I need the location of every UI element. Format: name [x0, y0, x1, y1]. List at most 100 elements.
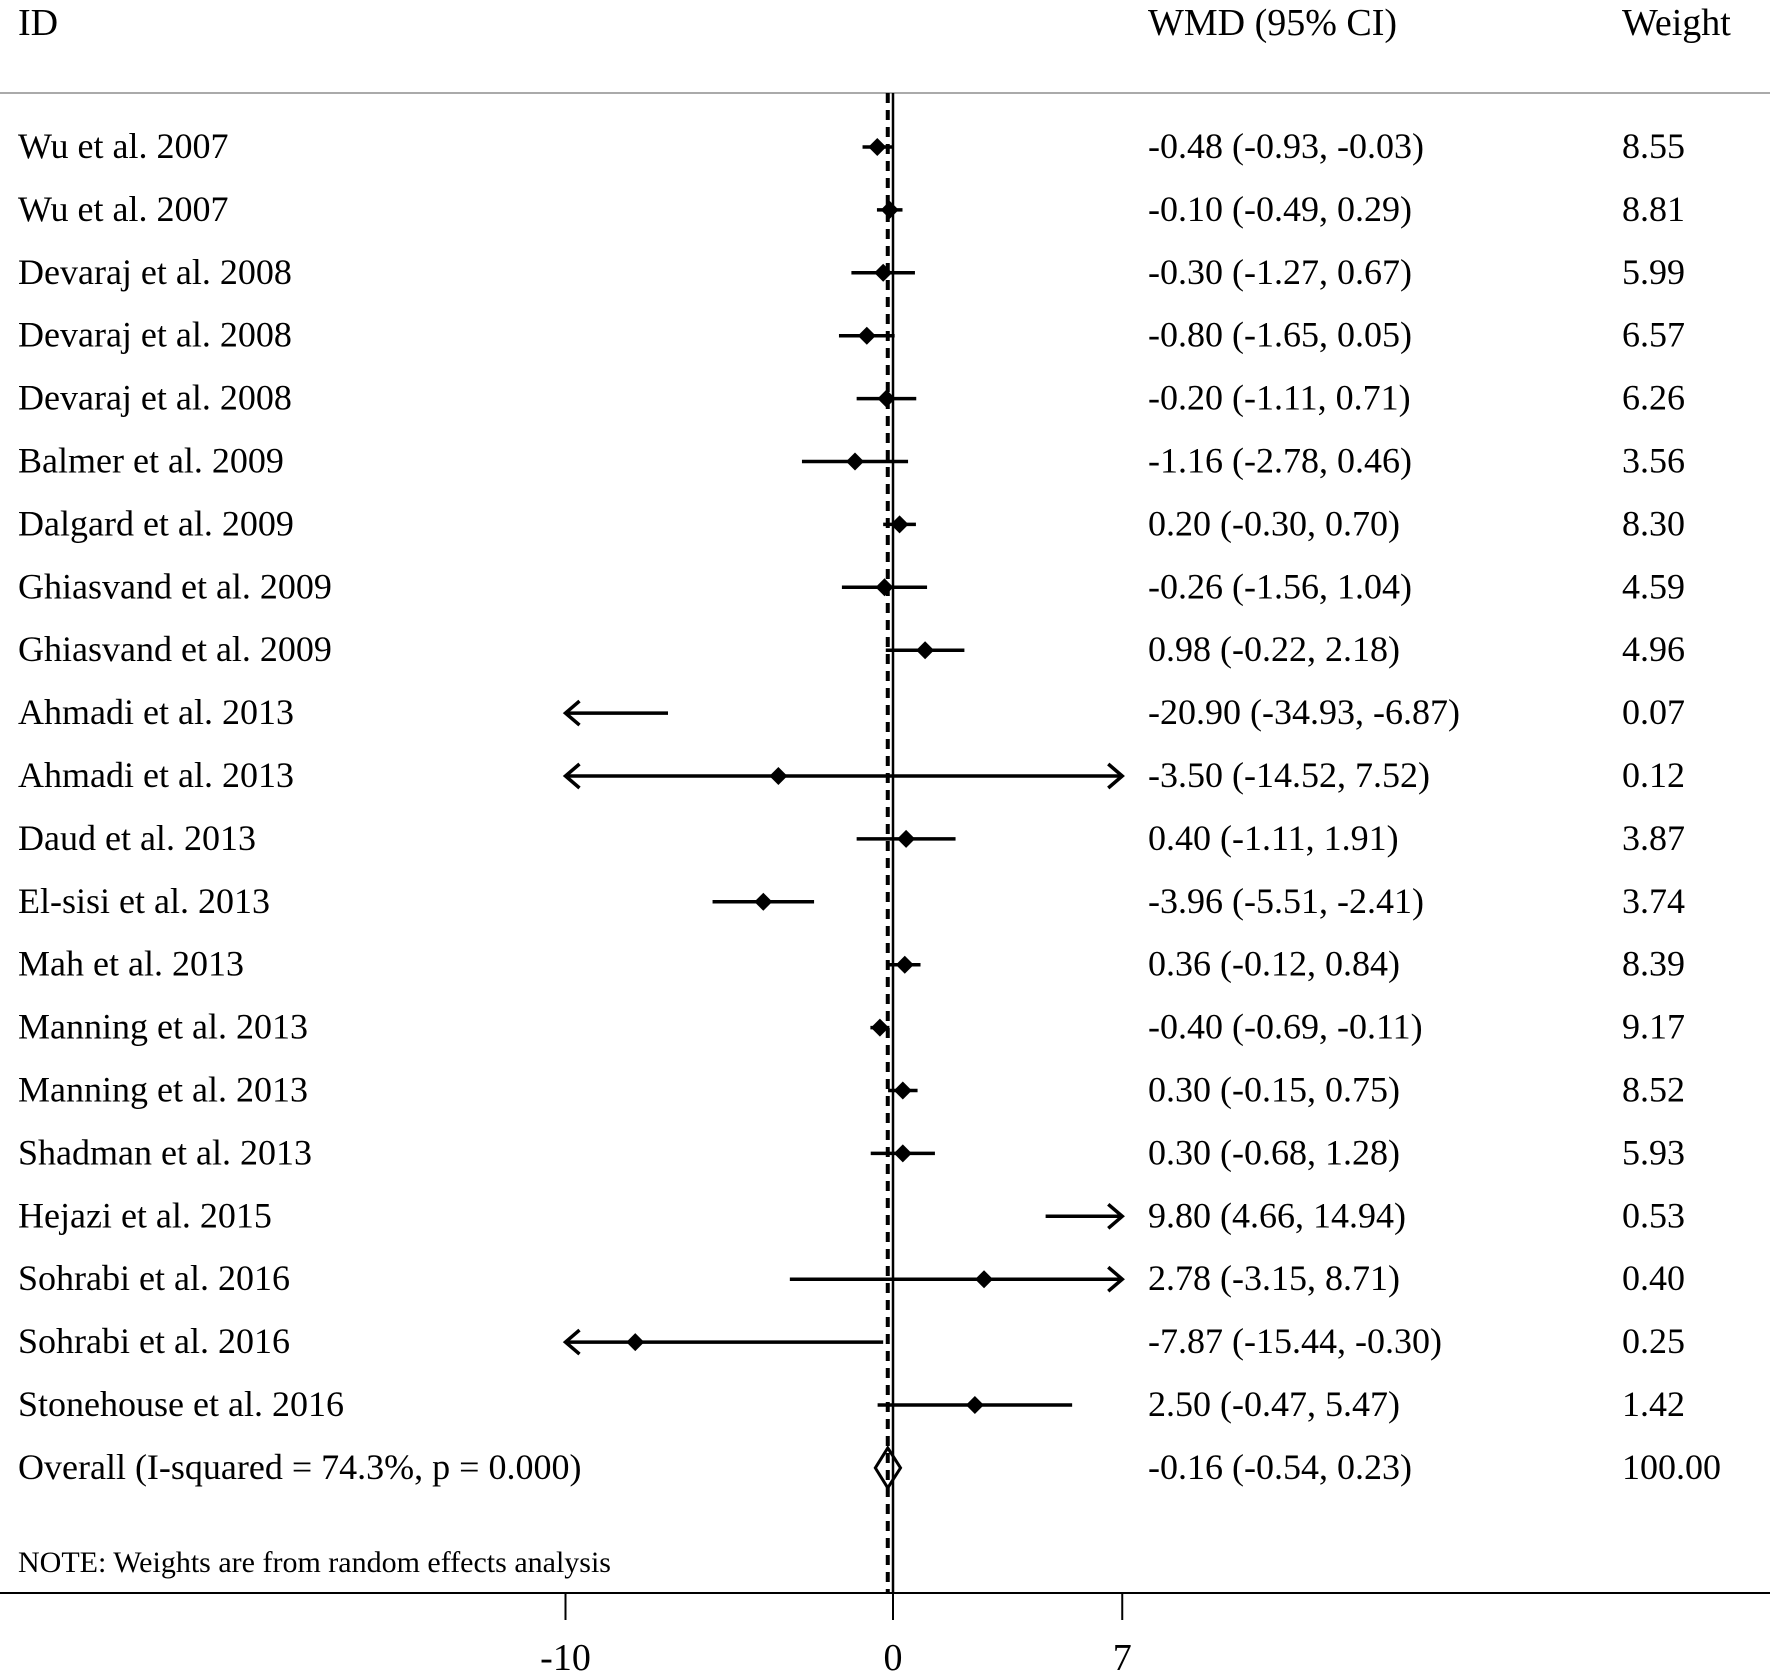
x-axis: -10 0 7	[540, 1593, 1132, 1679]
study-label: Ghiasvand et al. 2009	[18, 629, 332, 669]
study-ci-text: -0.26 (-1.56, 1.04)	[1148, 566, 1412, 606]
study-label: Dalgard et al. 2009	[18, 503, 294, 543]
study-label: Shadman et al. 2013	[18, 1132, 312, 1172]
ci-arrowhead	[1107, 762, 1125, 790]
study-weight: 5.99	[1622, 252, 1685, 292]
study-weight: 0.25	[1622, 1321, 1685, 1361]
study-ci-text: -3.50 (-14.52, 7.52)	[1148, 755, 1430, 795]
study-label: Daud et al. 2013	[18, 818, 256, 858]
study-ci-text: -0.10 (-0.49, 0.29)	[1148, 189, 1412, 229]
study-label: Ghiasvand et al. 2009	[18, 566, 332, 606]
study-ci-text: -1.16 (-2.78, 0.46)	[1148, 441, 1412, 481]
study-ci-text: 0.20 (-0.30, 0.70)	[1148, 503, 1400, 543]
point-estimate	[895, 955, 914, 974]
point-estimate	[916, 641, 935, 660]
study-weight: 0.12	[1622, 755, 1685, 795]
study-ci-text: 0.30 (-0.15, 0.75)	[1148, 1070, 1400, 1110]
study-label: Wu et al. 2007	[18, 126, 229, 166]
study-label: Ahmadi et al. 2013	[18, 755, 294, 795]
study-ci-text: -0.40 (-0.69, -0.11)	[1148, 1007, 1423, 1047]
ci-arrowhead	[562, 1328, 581, 1356]
x-tick-label: 0	[884, 1637, 903, 1679]
header-id: ID	[18, 2, 58, 44]
study-weight: 8.52	[1622, 1070, 1685, 1110]
point-estimate	[754, 892, 773, 911]
point-estimate	[965, 1396, 984, 1414]
study-weight: 5.93	[1622, 1132, 1685, 1172]
study-ci-text: 2.78 (-3.15, 8.71)	[1148, 1258, 1400, 1298]
point-estimate	[893, 1144, 912, 1163]
study-weight: 8.39	[1622, 944, 1685, 984]
point-estimate	[870, 1018, 889, 1037]
point-estimate	[857, 326, 876, 345]
study-label: Devaraj et al. 2008	[18, 315, 292, 355]
study-ci-text: 0.40 (-1.11, 1.91)	[1148, 818, 1399, 858]
study-rows: Wu et al. 2007 -0.48 (-0.93, -0.03) 8.55 Wu…	[18, 126, 1721, 1487]
study-label: Devaraj et al. 2008	[18, 252, 292, 292]
overall-ci-text: -0.16 (-0.54, 0.23)	[1148, 1447, 1412, 1487]
study-label: Sohrabi et al. 2016	[18, 1258, 290, 1298]
x-tick-label: -10	[540, 1637, 591, 1679]
study-label: Mah et al. 2013	[18, 944, 244, 984]
study-label: Wu et al. 2007	[18, 189, 229, 229]
study-label: Hejazi et al. 2015	[18, 1195, 272, 1235]
study-ci-text: 0.36 (-0.12, 0.84)	[1148, 944, 1400, 984]
study-weight: 0.07	[1622, 692, 1685, 732]
x-tick-label: 7	[1113, 1637, 1132, 1679]
study-weight: 0.53	[1622, 1195, 1685, 1235]
study-label: Devaraj et al. 2008	[18, 378, 292, 418]
study-weight: 6.57	[1622, 315, 1685, 355]
point-estimate	[877, 389, 896, 408]
study-label: El-sisi et al. 2013	[18, 881, 270, 921]
overall-label: Overall (I-squared = 74.3%, p = 0.000)	[18, 1447, 581, 1487]
header-weight: Weight	[1622, 2, 1731, 44]
study-weight: 0.40	[1622, 1258, 1685, 1298]
point-estimate	[975, 1270, 994, 1289]
study-label: Balmer et al. 2009	[18, 441, 284, 481]
study-ci-text: -0.80 (-1.65, 0.05)	[1148, 315, 1412, 355]
point-estimate	[626, 1333, 645, 1352]
study-weight: 8.55	[1622, 126, 1685, 166]
study-label: Stonehouse et al. 2016	[18, 1384, 344, 1424]
study-weight: 6.26	[1622, 378, 1685, 418]
study-ci-text: -7.87 (-15.44, -0.30)	[1148, 1321, 1442, 1361]
ci-arrowhead	[1107, 1265, 1125, 1293]
study-ci-text: 0.98 (-0.22, 2.18)	[1148, 629, 1400, 669]
study-weight: 8.30	[1622, 503, 1685, 543]
overall-diamond	[873, 1445, 903, 1491]
overall-weight: 100.00	[1622, 1447, 1721, 1487]
study-ci-text: -0.30 (-1.27, 0.67)	[1148, 252, 1412, 292]
study-ci-text: 0.30 (-0.68, 1.28)	[1148, 1132, 1400, 1172]
header-effect: WMD (95% CI)	[1148, 2, 1397, 44]
study-label: Sohrabi et al. 2016	[18, 1321, 290, 1361]
study-weight: 1.42	[1622, 1384, 1685, 1424]
study-ci-text: 9.80 (4.66, 14.94)	[1148, 1195, 1406, 1235]
point-estimate	[868, 138, 887, 156]
study-weight: 3.56	[1622, 441, 1685, 481]
study-ci-text: 2.50 (-0.47, 5.47)	[1148, 1384, 1400, 1424]
header: ID WMD (95% CI) Weight	[18, 2, 1731, 44]
study-weight: 3.87	[1622, 818, 1685, 858]
study-ci-text: -20.90 (-34.93, -6.87)	[1148, 692, 1460, 732]
plot-marks	[562, 93, 1125, 1593]
study-ci-text: -0.20 (-1.11, 0.71)	[1148, 378, 1411, 418]
study-label: Manning et al. 2013	[18, 1070, 308, 1110]
ci-arrowhead	[562, 699, 581, 727]
study-weight: 4.59	[1622, 566, 1685, 606]
point-estimate	[897, 829, 916, 848]
study-weight: 9.17	[1622, 1007, 1685, 1047]
study-label: Ahmadi et al. 2013	[18, 692, 294, 732]
point-estimate	[846, 452, 865, 471]
point-estimate	[875, 578, 894, 597]
study-weight: 8.81	[1622, 189, 1685, 229]
study-ci-text: -3.96 (-5.51, -2.41)	[1148, 881, 1424, 921]
study-label: Manning et al. 2013	[18, 1007, 308, 1047]
study-weight: 3.74	[1622, 881, 1685, 921]
point-estimate	[769, 767, 788, 785]
ci-arrowhead	[562, 762, 581, 790]
point-estimate	[890, 515, 909, 534]
study-weight: 4.96	[1622, 629, 1685, 669]
point-estimate	[893, 1081, 912, 1100]
ci-arrowhead	[1107, 1202, 1125, 1230]
